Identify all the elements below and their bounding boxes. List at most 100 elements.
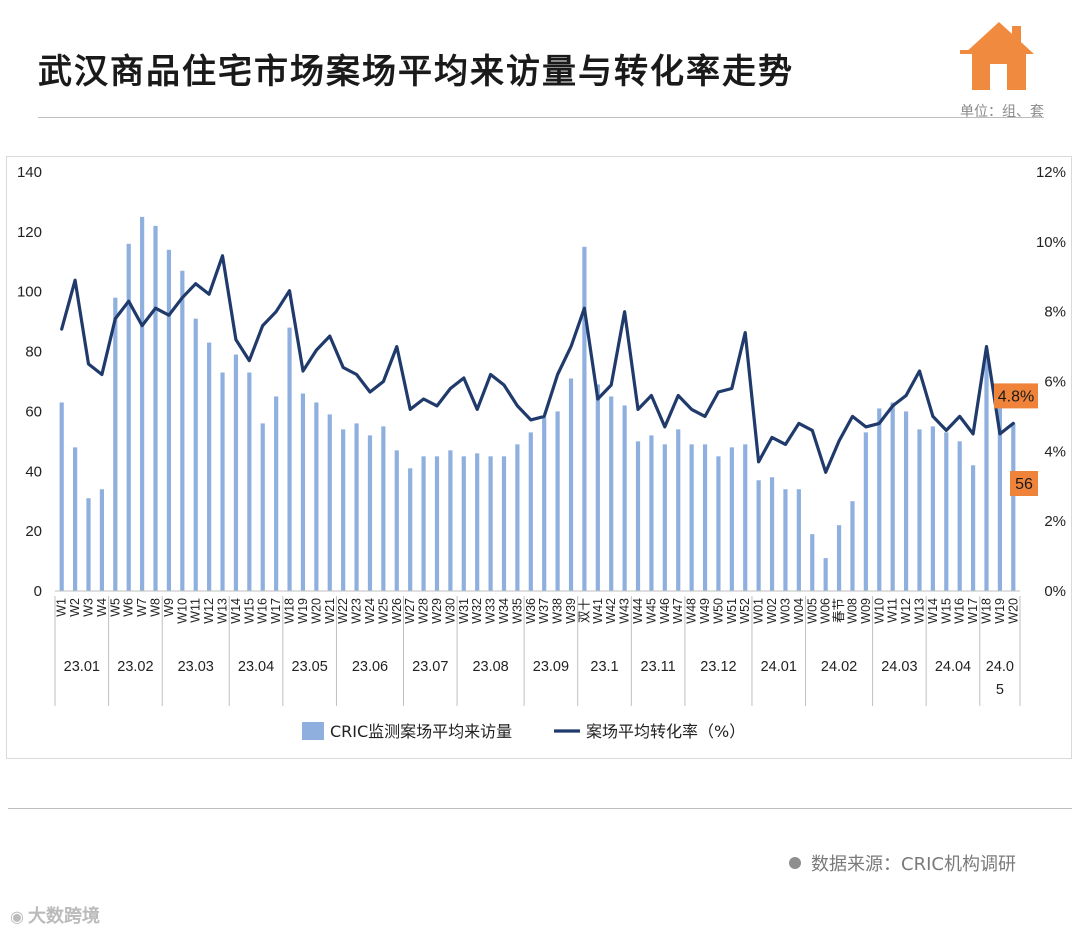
bar	[434, 456, 440, 591]
y-right-tick: 6%	[1044, 374, 1066, 391]
month-label: 5	[996, 682, 1004, 698]
month-label: 23.05	[292, 659, 328, 675]
bar	[207, 342, 212, 591]
x-tick-label: 春节	[832, 598, 846, 623]
bar	[394, 450, 399, 591]
x-tick-label: W44	[631, 598, 645, 624]
bar	[689, 444, 694, 591]
source-note: 数据来源：CRIC机构调研	[789, 850, 1016, 876]
bar	[488, 456, 493, 591]
x-tick-label: W16	[953, 598, 967, 624]
y-left-tick: 100	[17, 284, 42, 301]
bar	[247, 372, 252, 591]
y-left-tick: 60	[25, 403, 42, 420]
bar	[984, 354, 989, 591]
x-tick-label: W05	[805, 598, 819, 624]
month-label: 23.1	[590, 659, 618, 675]
bar	[970, 465, 976, 591]
y-left-tick: 0	[34, 583, 42, 600]
bar	[327, 414, 332, 591]
x-tick-label: W33	[484, 598, 498, 624]
data-label-box	[1010, 471, 1038, 496]
x-tick-label: W2	[68, 598, 82, 617]
x-tick-label: W02	[765, 598, 779, 624]
bar	[528, 432, 533, 591]
bar	[850, 501, 855, 591]
page-title: 武汉商品住宅市场案场平均来访量与转化率走势	[38, 52, 794, 92]
x-tick-label: W49	[698, 598, 712, 624]
x-tick-label: W14	[926, 598, 940, 624]
bar	[729, 447, 734, 591]
legend-label: CRIC监测案场平均来访量	[330, 722, 512, 741]
x-tick-label: W24	[363, 598, 377, 624]
month-label: 23.12	[700, 659, 736, 675]
x-tick-label: W16	[256, 598, 270, 624]
month-label: 24.02	[821, 659, 857, 675]
x-tick-label: W10	[872, 598, 886, 624]
bar	[957, 441, 962, 591]
weibo-icon: ◉	[10, 907, 24, 926]
month-label: 23.03	[178, 659, 214, 675]
bar	[367, 435, 373, 591]
month-label: 23.08	[472, 659, 508, 675]
bar	[59, 402, 64, 591]
bar	[153, 225, 158, 591]
x-tick-label: W17	[269, 598, 283, 624]
x-tick-label: W9	[162, 598, 176, 617]
x-tick-label: W26	[390, 598, 404, 624]
x-tick-label: W50	[711, 598, 725, 624]
y-right-tick: 4%	[1044, 443, 1066, 460]
bullet-icon	[789, 857, 802, 869]
source-text: 数据来源：CRIC机构调研	[811, 854, 1016, 875]
bar	[796, 489, 801, 591]
brand-watermark: ◉ 大数跨境	[10, 902, 100, 928]
bar	[716, 456, 721, 591]
bar	[140, 216, 145, 591]
x-tick-label: W42	[604, 598, 618, 624]
x-tick-label: W20	[309, 598, 323, 624]
x-tick-label: W14	[229, 598, 243, 624]
x-tick-label: W32	[470, 598, 484, 624]
x-tick-label: W13	[912, 598, 926, 624]
x-tick-label: W1	[55, 598, 69, 617]
bar	[314, 402, 319, 591]
x-tick-label: W03	[778, 598, 792, 624]
x-tick-label: W8	[149, 598, 163, 617]
month-label: 24.01	[761, 659, 797, 675]
bar	[930, 426, 935, 591]
x-tick-label: W47	[671, 598, 685, 624]
x-tick-label: W23	[350, 598, 364, 624]
bar	[568, 378, 574, 591]
month-label: 24.03	[881, 659, 917, 675]
bar	[501, 456, 507, 591]
month-label: 23.06	[352, 659, 388, 675]
x-tick-label: W39	[564, 598, 578, 624]
bar	[99, 489, 105, 591]
bar	[676, 429, 681, 591]
y-left-tick: 20	[25, 523, 42, 540]
y-left-tick: 140	[17, 164, 42, 181]
x-tick-label: W11	[886, 598, 900, 623]
x-tick-label: W06	[819, 598, 833, 624]
bar	[341, 429, 346, 591]
bar	[555, 411, 560, 591]
bar	[475, 453, 480, 591]
bar	[381, 426, 386, 591]
x-tick-label: W28	[417, 598, 431, 624]
month-label: 24.0	[986, 659, 1014, 675]
month-label: 23.09	[533, 659, 569, 675]
x-tick-label: W52	[738, 598, 752, 624]
y-left-tick: 40	[25, 463, 42, 480]
bar	[180, 270, 185, 591]
bar	[903, 411, 909, 591]
x-tick-label: W45	[644, 598, 658, 624]
x-tick-label: W09	[859, 598, 873, 624]
month-label: 23.02	[117, 659, 153, 675]
bar	[863, 432, 868, 591]
bar	[1011, 423, 1016, 591]
bar	[783, 489, 788, 591]
y-right-tick: 8%	[1044, 304, 1066, 321]
bar	[260, 423, 265, 591]
x-tick-label: W41	[591, 598, 605, 624]
chart-frame	[6, 156, 1072, 759]
